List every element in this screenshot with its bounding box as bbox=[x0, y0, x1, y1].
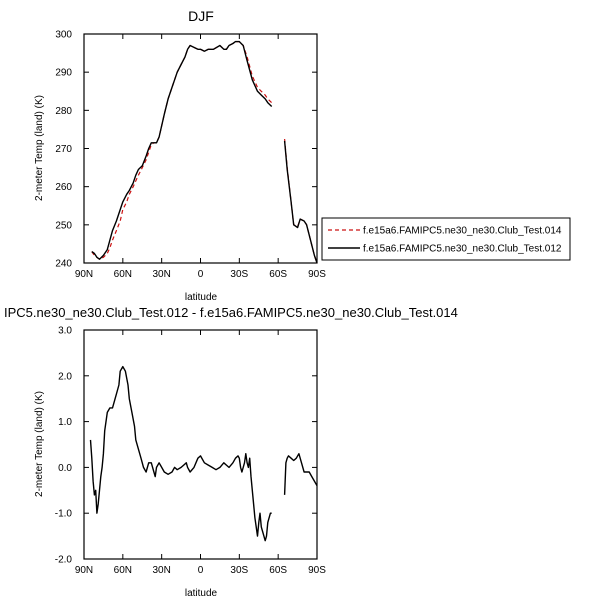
bottom-chart: IPC5.ne30_ne30.Club_Test.012 - f.e15a6.F… bbox=[4, 305, 458, 599]
bottom-x-tick-label: 90S bbox=[308, 565, 326, 576]
bottom-x-tick-label: 0 bbox=[198, 565, 204, 576]
bottom-series-line-0 bbox=[89, 365, 272, 542]
top-x-tick-label: 60S bbox=[269, 269, 287, 280]
top-x-axis-label: latitude bbox=[185, 292, 218, 303]
bottom-series-lines bbox=[89, 365, 318, 542]
top-y-tick-label: 260 bbox=[55, 182, 72, 193]
top-x-tick-label: 90N bbox=[75, 269, 93, 280]
top-y-ticks: 240 250 260 270 280 290 300 bbox=[55, 30, 317, 270]
bottom-series-line-0 bbox=[283, 453, 318, 495]
top-series-line-1 bbox=[91, 40, 273, 260]
bottom-y-tick-label: 3.0 bbox=[58, 326, 72, 337]
top-y-tick-label: 300 bbox=[55, 30, 72, 41]
top-series-lines bbox=[91, 40, 318, 264]
top-x-tick-label: 90S bbox=[308, 269, 326, 280]
bottom-y-tick-label: -2.0 bbox=[55, 555, 73, 566]
legend-label-012: f.e15a6.FAMIPC5.ne30_ne30.Club_Test.012 bbox=[363, 244, 562, 255]
legend-box bbox=[321, 217, 571, 261]
bottom-y-tick-label: 1.0 bbox=[58, 417, 72, 428]
top-x-tick-label: 60N bbox=[114, 269, 132, 280]
bottom-x-tick-label: 60N bbox=[114, 565, 132, 576]
top-x-tick-label: 30S bbox=[230, 269, 248, 280]
top-y-tick-label: 280 bbox=[55, 106, 72, 117]
top-chart-title: DJF bbox=[188, 8, 214, 24]
legend: f.e15a6.FAMIPC5.ne30_ne30.Club_Test.014 … bbox=[321, 217, 571, 261]
bottom-y-axis-label: 2-meter Temp (land) (K) bbox=[34, 391, 45, 497]
top-y-tick-label: 240 bbox=[55, 259, 72, 270]
bottom-x-ticks: 90N 60N 30N 0 30S 60S 90S bbox=[75, 330, 326, 576]
bottom-plot-frame bbox=[83, 329, 318, 560]
top-plot-frame bbox=[83, 33, 318, 264]
top-y-tick-label: 250 bbox=[55, 220, 72, 231]
bottom-x-axis-label: latitude bbox=[185, 588, 218, 599]
top-chart: DJF 90N 60N 30N 0 30S 60S 90S 2402502602702802… bbox=[34, 8, 571, 303]
bottom-y-tick-label: 2.0 bbox=[58, 371, 72, 382]
bottom-x-tick-label: 90N bbox=[75, 565, 93, 576]
top-series-line-1 bbox=[283, 140, 318, 264]
bottom-y-tick-label: -1.0 bbox=[55, 509, 73, 520]
top-y-axis-label: 2-meter Temp (land) (K) bbox=[34, 95, 45, 201]
bottom-x-tick-label: 60S bbox=[269, 565, 287, 576]
legend-label-014: f.e15a6.FAMIPC5.ne30_ne30.Club_Test.014 bbox=[363, 226, 562, 237]
top-y-tick-label: 270 bbox=[55, 144, 72, 155]
top-x-tick-label: 0 bbox=[198, 269, 204, 280]
bottom-y-ticks: -2.0 -1.0 0.0 1.0 2.0 3.0 bbox=[55, 326, 317, 566]
bottom-y-tick-label: 0.0 bbox=[58, 463, 72, 474]
top-y-tick-label: 290 bbox=[55, 68, 72, 79]
bottom-x-tick-label: 30S bbox=[230, 565, 248, 576]
top-series-line-0 bbox=[91, 40, 273, 260]
top-x-ticks: 90N 60N 30N 0 30S 60S 90S bbox=[75, 34, 326, 280]
bottom-x-tick-label: 30N bbox=[152, 565, 170, 576]
top-x-tick-label: 30N bbox=[152, 269, 170, 280]
bottom-chart-title: IPC5.ne30_ne30.Club_Test.012 - f.e15a6.F… bbox=[4, 305, 458, 320]
